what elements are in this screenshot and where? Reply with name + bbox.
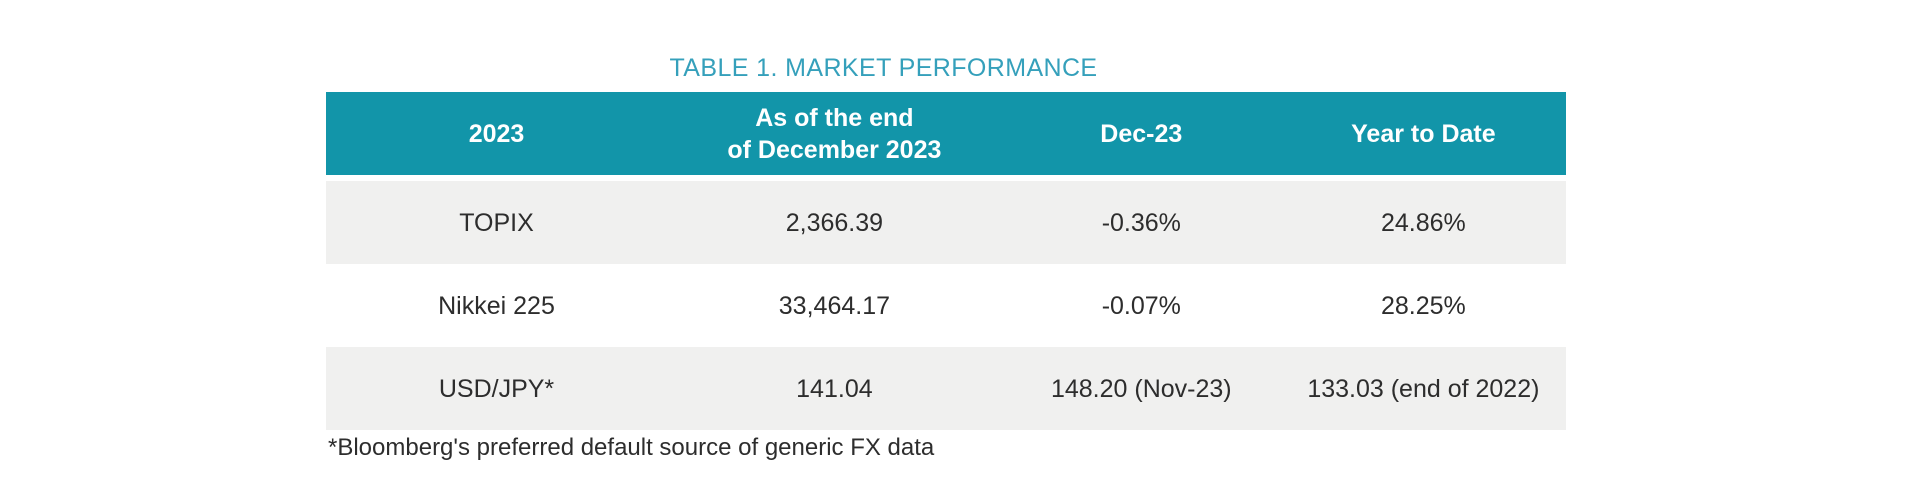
table-row-usd-jpy: USD/JPY* 141.04 148.20 (Nov-23) 133.03 (… (326, 347, 1566, 430)
value-year-to-date: 133.03 (end of 2022) (1307, 374, 1540, 403)
value-year-to-date: 28.25% (1380, 291, 1466, 320)
value-dec-23: -0.36% (1101, 208, 1181, 237)
row-label: USD/JPY* (438, 374, 555, 403)
header-cell-as-of-end: As of the end of December 2023 (727, 103, 942, 164)
table-title: TABLE 1. MARKET PERFORMANCE (669, 54, 1098, 82)
row-label: Nikkei 225 (438, 291, 555, 320)
table-header-row: 2023 As of the end of December 2023 Dec-… (326, 92, 1566, 175)
table-row-topix: TOPIX 2,366.39 -0.36% 24.86% (326, 181, 1566, 264)
row-label: TOPIX (459, 208, 534, 237)
value-as-of-end: 141.04 (796, 374, 873, 403)
value-dec-23: -0.07% (1101, 291, 1181, 320)
value-year-to-date: 24.86% (1380, 208, 1466, 237)
header-cell-dec-23: Dec-23 (1100, 119, 1183, 148)
value-as-of-end: 2,366.39 (785, 208, 884, 237)
header-cell-year: 2023 (468, 119, 525, 148)
header-cell-year-to-date: Year to Date (1351, 119, 1496, 148)
table-row-nikkei-225: Nikkei 225 33,464.17 -0.07% 28.25% (326, 264, 1566, 347)
value-dec-23: 148.20 (Nov-23) (1050, 374, 1232, 403)
footnote: *Bloomberg's preferred default source of… (328, 434, 935, 461)
value-as-of-end: 33,464.17 (778, 291, 890, 320)
market-performance-table: 2023 As of the end of December 2023 Dec-… (326, 92, 1566, 430)
